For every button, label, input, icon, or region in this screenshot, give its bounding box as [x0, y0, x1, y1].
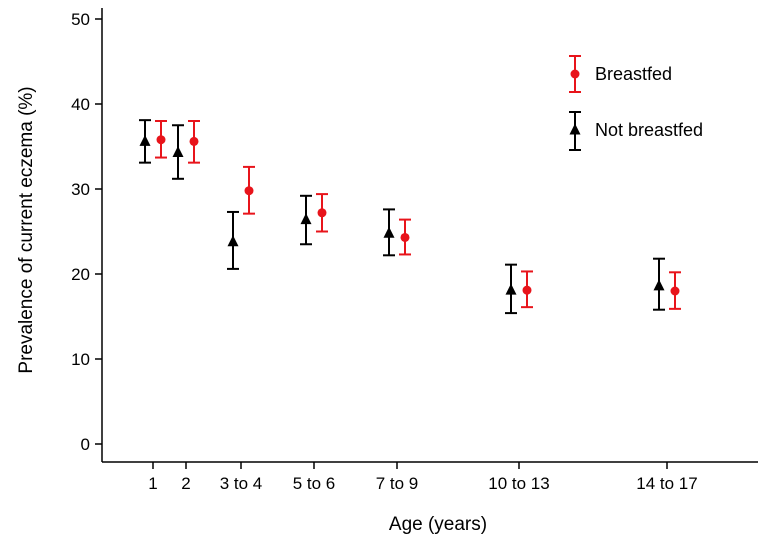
x-axis: 1 2 3 to 4 5 to 6 7 to 9 10 to 13 14 to 17	[102, 461, 758, 493]
not-breastfed-point-1	[139, 119, 151, 164]
legend-marker	[570, 69, 580, 79]
x-tick-label: 1	[148, 474, 157, 493]
breastfed-marker	[670, 286, 680, 296]
legend-item-not-breastfed: Not breastfed	[569, 111, 703, 151]
not-breastfed-marker	[653, 279, 665, 291]
y-tick-label: 40	[71, 95, 90, 114]
not-breastfed-marker	[383, 226, 395, 238]
not-breastfed-point-4	[300, 194, 312, 246]
not-breastfed-marker	[505, 283, 517, 295]
not-breastfed-marker	[300, 213, 312, 225]
y-tick-label: 20	[71, 265, 90, 284]
plot-marks	[139, 119, 681, 315]
not-breastfed-marker	[227, 235, 239, 247]
y-axis: 0 10 20 30 40 50	[71, 8, 103, 462]
not-breastfed-point-6	[505, 263, 517, 315]
breastfed-marker	[244, 186, 254, 196]
breastfed-marker	[189, 136, 199, 146]
breastfed-point-5	[399, 218, 411, 256]
y-tick-label: 0	[81, 435, 90, 454]
breastfed-point-4	[316, 193, 328, 233]
not-breastfed-point-5	[383, 208, 395, 257]
not-breastfed-point-3	[227, 210, 239, 270]
legend: Breastfed Not breastfed	[569, 55, 703, 151]
breastfed-point-6	[521, 270, 533, 309]
breastfed-marker	[156, 135, 166, 145]
x-tick-label: 3 to 4	[220, 474, 263, 493]
breastfed-point-1	[155, 120, 167, 159]
legend-marker	[569, 123, 581, 135]
breastfed-point-2	[188, 120, 200, 164]
y-tick-label: 30	[71, 180, 90, 199]
legend-label: Not breastfed	[595, 120, 703, 140]
x-tick-label: 2	[181, 474, 190, 493]
breastfed-point-3	[243, 165, 255, 215]
breastfed-marker	[317, 208, 327, 218]
legend-label: Breastfed	[595, 64, 672, 84]
y-tick-label: 50	[71, 10, 90, 29]
breastfed-marker	[400, 232, 410, 242]
not-breastfed-marker	[172, 145, 184, 157]
x-tick-label: 7 to 9	[376, 474, 419, 493]
y-tick-label: 10	[71, 350, 90, 369]
breastfed-point-7	[669, 271, 681, 310]
x-tick-label: 10 to 13	[488, 474, 549, 493]
x-tick-label: 5 to 6	[293, 474, 336, 493]
x-tick-label: 14 to 17	[636, 474, 697, 493]
y-axis-title: Prevalence of current eczema (%)	[16, 86, 37, 373]
not-breastfed-point-2	[172, 124, 184, 180]
legend-item-breastfed: Breastfed	[569, 55, 672, 93]
not-breastfed-point-7	[653, 257, 665, 311]
x-axis-title: Age (years)	[389, 514, 487, 535]
breastfed-marker	[522, 285, 532, 295]
not-breastfed-marker	[139, 134, 151, 146]
